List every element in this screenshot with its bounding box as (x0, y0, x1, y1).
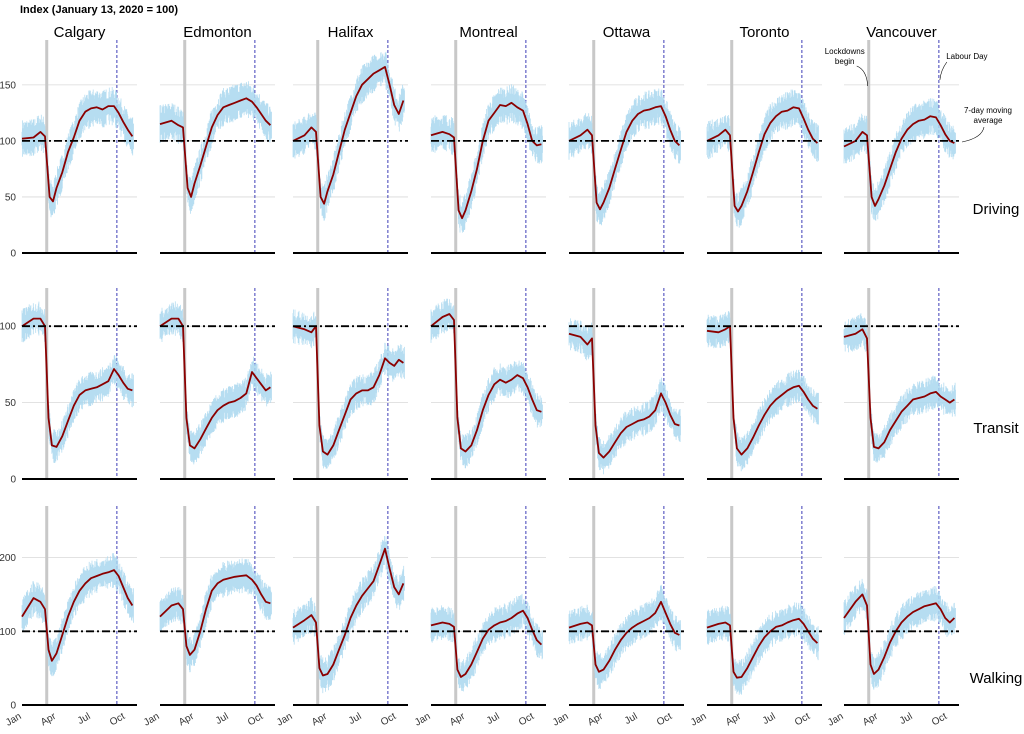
moving-average-line-driving-ottawa (568, 105, 681, 211)
x-tick-vancouver-apr: Apr (861, 711, 881, 729)
x-tick-ottawa-apr: Apr (586, 711, 606, 729)
city-label-calgary: Calgary (54, 24, 106, 41)
x-tick-toronto-jan: Jan (689, 711, 708, 729)
y-tick-transit-0: 0 (10, 475, 16, 486)
x-tick-edmonton-oct: Oct (246, 711, 265, 728)
annotation-lockdowns-line2: begin (835, 57, 855, 66)
moving-average-line-transit-vancouver (843, 328, 955, 450)
x-tick-toronto-oct: Oct (793, 711, 812, 728)
moving-average-line-walking-calgary (21, 569, 134, 662)
city-label-halifax: Halifax (328, 24, 374, 41)
mode-label-walking: Walking (970, 670, 1023, 687)
city-label-toronto: Toronto (739, 24, 789, 41)
annotation-moving-average-line2: average (974, 116, 1003, 125)
moving-average-line-driving-calgary (21, 105, 134, 203)
moving-average-line-transit-halifax (292, 325, 404, 456)
city-label-vancouver: Vancouver (866, 24, 937, 41)
y-tick-driving-50: 50 (5, 192, 17, 203)
y-tick-driving-0: 0 (10, 249, 16, 260)
x-tick-halifax-apr: Apr (310, 711, 330, 729)
x-tick-halifax-jan: Jan (275, 711, 294, 729)
moving-average-line-walking-edmonton (159, 574, 271, 656)
moving-average-line-walking-montreal (430, 609, 543, 678)
moving-average-line-transit-calgary (21, 317, 133, 448)
moving-average-line-transit-toronto (706, 325, 818, 456)
y-tick-walking-0: 0 (10, 701, 16, 712)
annotation-labour-day-pointer (939, 61, 948, 81)
moving-average-line-walking-ottawa (568, 600, 680, 673)
x-tick-calgary-jan: Jan (4, 711, 23, 729)
moving-average-line-driving-toronto (706, 106, 819, 213)
y-tick-driving-100: 100 (0, 136, 16, 147)
moving-average-line-driving-montreal (430, 101, 542, 220)
annotation-lockdowns-pointer (856, 65, 869, 87)
x-tick-vancouver-jul: Jul (898, 711, 915, 727)
y-tick-driving-150: 150 (0, 80, 16, 91)
moving-average-line-walking-vancouver (843, 593, 956, 675)
moving-average-line-walking-toronto (706, 617, 819, 679)
panels-layer: Calgary Edmonton Halifax Montreal Ottawa Toro… (0, 24, 1022, 729)
mode-label-driving: Driving (973, 201, 1020, 218)
x-tick-montreal-apr: Apr (448, 711, 468, 729)
x-tick-montreal-oct: Oct (517, 711, 536, 728)
daily-band-walking-edmonton (159, 558, 272, 673)
x-tick-vancouver-jan: Jan (826, 711, 845, 729)
city-label-edmonton: Edmonton (183, 24, 251, 41)
y-tick-transit-100: 100 (0, 322, 16, 333)
x-tick-calgary-oct: Oct (108, 711, 127, 728)
x-tick-ottawa-jul: Jul (623, 711, 640, 727)
x-tick-toronto-jul: Jul (761, 711, 778, 727)
annotation-labour-day: Labour Day (946, 52, 987, 61)
chart-title: Index (January 13, 2020 = 100) (20, 4, 178, 16)
annotation-moving-average-pointer (961, 126, 985, 143)
x-tick-edmonton-jul: Jul (214, 711, 231, 727)
annotation-lockdowns-line1: Lockdowns (825, 47, 865, 56)
moving-average-line-transit-edmonton (159, 317, 271, 450)
x-tick-ottawa-jan: Jan (551, 711, 570, 729)
x-tick-edmonton-jan: Jan (142, 711, 161, 729)
x-tick-vancouver-oct: Oct (930, 711, 949, 728)
y-tick-transit-50: 50 (5, 398, 17, 409)
city-label-montreal: Montreal (459, 24, 517, 41)
moving-average-line-transit-montreal (430, 313, 542, 453)
y-tick-walking-100: 100 (0, 627, 16, 638)
moving-average-line-transit-ottawa (568, 332, 680, 459)
x-tick-halifax-jul: Jul (347, 711, 364, 727)
city-label-ottawa: Ottawa (603, 24, 651, 41)
moving-average-line-walking-halifax (292, 547, 405, 677)
x-tick-edmonton-apr: Apr (177, 711, 197, 729)
x-tick-montreal-jul: Jul (485, 711, 502, 727)
moving-average-line-driving-vancouver (843, 115, 955, 207)
x-tick-calgary-apr: Apr (39, 711, 59, 729)
x-tick-montreal-jan: Jan (413, 711, 432, 729)
moving-average-line-driving-halifax (292, 66, 405, 205)
mode-label-transit: Transit (973, 420, 1019, 437)
x-tick-calgary-jul: Jul (76, 711, 93, 727)
x-tick-halifax-oct: Oct (379, 711, 398, 728)
y-tick-walking-200: 200 (0, 553, 16, 564)
x-tick-ottawa-oct: Oct (655, 711, 674, 728)
moving-average-line-driving-edmonton (159, 97, 272, 198)
annotation-moving-average-line1: 7-day moving (964, 106, 1012, 115)
x-tick-toronto-apr: Apr (724, 711, 744, 729)
